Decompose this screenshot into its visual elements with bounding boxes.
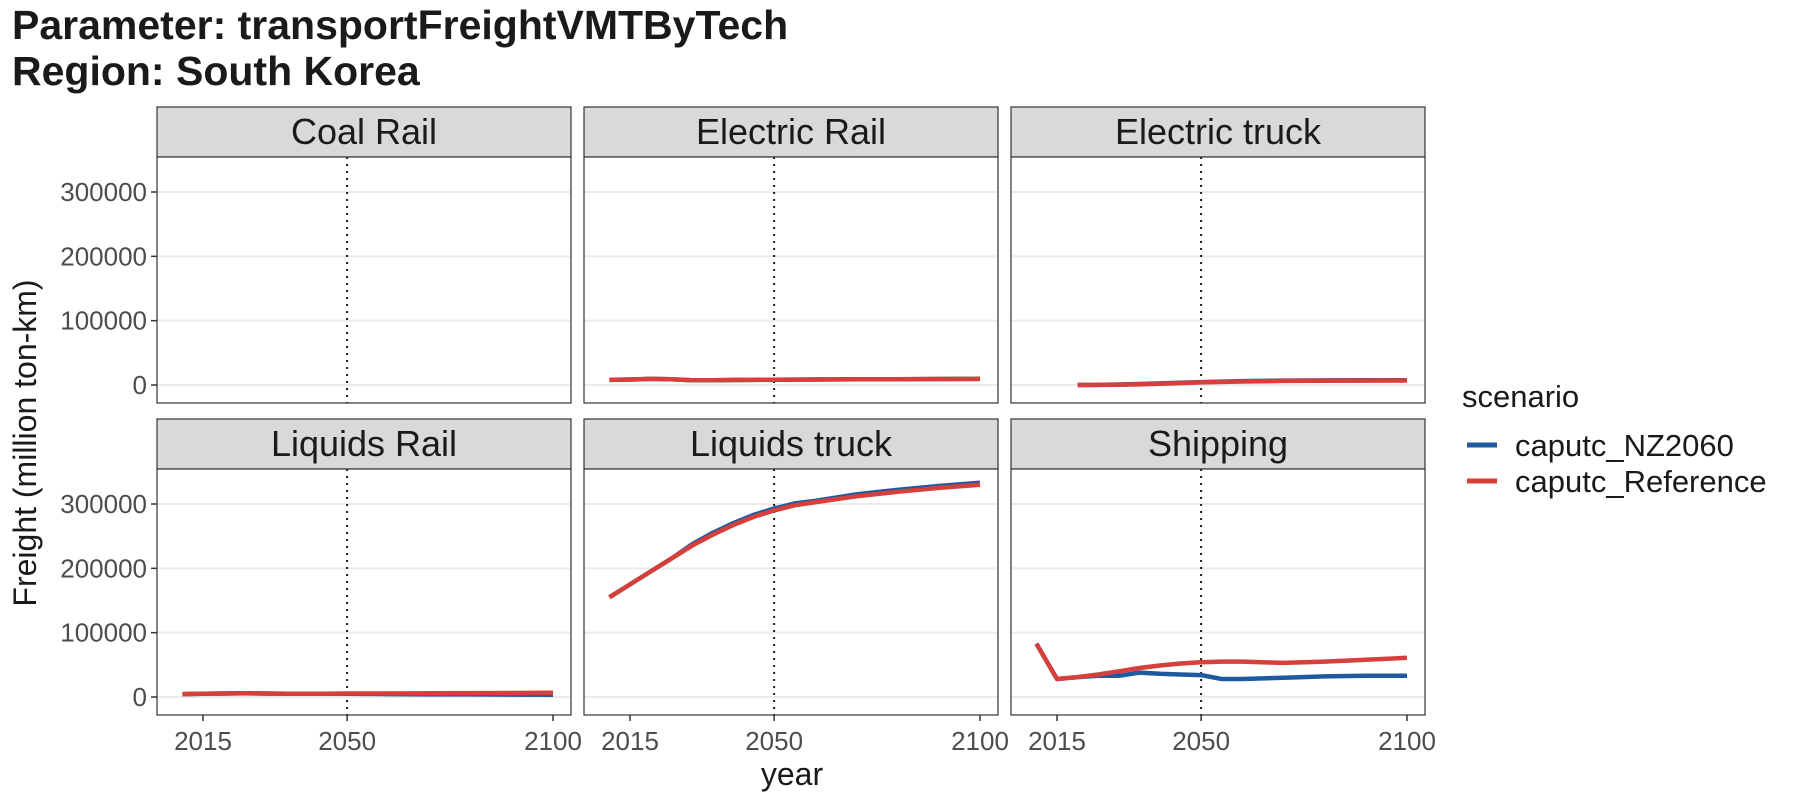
y-axis-title: Freight (million ton-km) [7, 279, 43, 606]
panel-background [584, 157, 998, 403]
facet-strip-label: Shipping [1148, 423, 1288, 464]
facet-strip-electric-truck [1010, 106, 1426, 158]
facet-strip-shipping [1010, 418, 1426, 470]
y-tick-label: 300000 [60, 177, 147, 207]
y-tick-label: 200000 [60, 241, 147, 271]
facet-strip-liquids-truck [583, 418, 999, 470]
panel-border [1010, 156, 1426, 404]
panel-border [1010, 468, 1426, 716]
series-line-caputc-reference [608, 482, 981, 600]
legend-label-caputc-nz2060: caputc_NZ2060 [1515, 428, 1734, 463]
panel-border [583, 156, 999, 404]
facet-strip-label: Coal Rail [291, 111, 437, 152]
series-line-caputc-reference [609, 376, 981, 383]
x-tick-label: 2100 [524, 726, 582, 756]
legend-title: scenario [1462, 379, 1579, 414]
x-tick-label: 2050 [745, 726, 803, 756]
y-tick-label: 200000 [60, 553, 147, 583]
panel-border [156, 468, 572, 716]
x-axis-title: year [761, 756, 824, 792]
panel-background [1011, 157, 1425, 403]
y-tick-label: 100000 [60, 618, 147, 648]
panel-border [583, 468, 999, 716]
title-line-parameter: Parameter: transportFreightVMTByTech [12, 2, 789, 48]
series-line-caputc-reference [182, 690, 554, 697]
y-tick-label: 0 [133, 682, 147, 712]
axes-group: 0 100000 200000 300000 0 100000 200000 300000 20… [7, 177, 1436, 792]
panels-group: Coal Rail Electric Rail Electric truck Liqu… [156, 106, 1426, 716]
x-tick-label: 2015 [601, 726, 659, 756]
series-line-caputc-reference [1077, 378, 1408, 388]
x-tick-label: 2050 [318, 726, 376, 756]
chart-title: Parameter: transportFreightVMTByTech Reg… [12, 2, 788, 94]
legend-label-caputc-reference: caputc_Reference [1515, 464, 1767, 499]
x-tick-label: 2015 [174, 726, 232, 756]
y-tick-label: 0 [133, 370, 147, 400]
facet-strip-label: Liquids Rail [271, 423, 457, 464]
facet-strip-label: Electric Rail [696, 111, 886, 152]
panel-border [156, 156, 572, 404]
panel-background [584, 469, 998, 715]
title-line-region: Region: South Korea [12, 48, 420, 94]
y-tick-label: 300000 [60, 489, 147, 519]
series-line-caputc-reference [1034, 642, 1408, 682]
panel-background [157, 157, 571, 403]
x-tick-label: 2015 [1028, 726, 1086, 756]
x-tick-label: 2050 [1172, 726, 1230, 756]
facet-strip-liquids-rail [156, 418, 572, 470]
x-tick-label: 2100 [951, 726, 1009, 756]
x-tick-label: 2100 [1378, 726, 1436, 756]
y-tick-label: 100000 [60, 306, 147, 336]
panel-background [157, 469, 571, 715]
facet-strip-label: Liquids truck [690, 423, 893, 464]
facet-strip-label: Electric truck [1115, 111, 1322, 152]
